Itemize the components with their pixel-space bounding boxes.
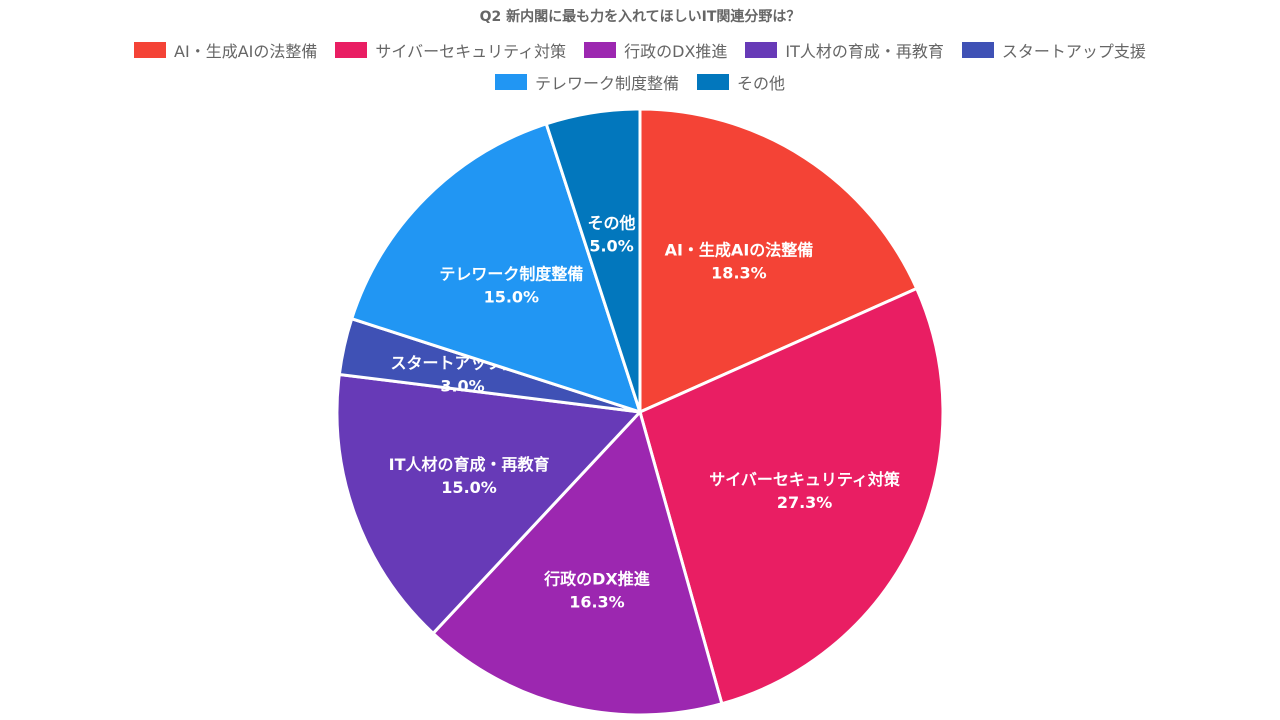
legend-swatch bbox=[697, 74, 729, 90]
pie-slice[interactable] bbox=[335, 372, 644, 636]
legend-label: その他 bbox=[737, 74, 786, 93]
pie-slice[interactable] bbox=[638, 286, 945, 706]
legend-item[interactable]: IT人材の育成・再教育 bbox=[745, 40, 944, 61]
legend-item[interactable]: AI・生成AIの法整備 bbox=[134, 40, 318, 61]
legend-swatch bbox=[134, 42, 167, 58]
slice-data-label: AI・生成AIの法整備 18.3% bbox=[665, 240, 814, 282]
legend-item[interactable]: テレワーク制度整備 bbox=[494, 72, 679, 93]
legend-label: サイバーセキュリティ対策 bbox=[375, 42, 567, 61]
legend-swatch bbox=[961, 42, 994, 58]
legend-swatch bbox=[584, 42, 617, 58]
legend-swatch bbox=[494, 74, 527, 90]
legend-item[interactable]: 行政のDX推進 bbox=[584, 40, 728, 61]
chart-legend: AI・生成AIの法整備 サイバーセキュリティ対策 行政のDX推進 IT人材の育成・再教… bbox=[80, 40, 1200, 93]
slice-data-label: サイバーセキュリティ対策 27.3% bbox=[709, 470, 901, 512]
pie-slice[interactable] bbox=[349, 121, 643, 415]
legend-swatch bbox=[745, 42, 778, 58]
legend-label: IT人材の育成・再教育 bbox=[785, 42, 944, 61]
slice-data-label: テレワーク制度整備 15.0% bbox=[439, 265, 583, 307]
legend-item[interactable]: サイバーセキュリティ対策 bbox=[335, 40, 567, 61]
legend-label: 行政のDX推進 bbox=[624, 42, 728, 61]
pie-slice[interactable] bbox=[430, 409, 724, 717]
legend-label: AI・生成AIの法整備 bbox=[174, 42, 318, 61]
chart-title: Q2 新内閣に最も力を入れてほしいIT関連分野は？ bbox=[479, 9, 801, 25]
pie-slice[interactable] bbox=[544, 107, 642, 413]
slice-data-label: その他 5.0% bbox=[588, 213, 636, 255]
legend-swatch bbox=[335, 42, 368, 58]
legend-label: スタートアップ支援 bbox=[1001, 42, 1146, 61]
slice-data-label: IT人材の育成・再教育 15.0% bbox=[389, 455, 550, 497]
slice-data-label: 行政のDX推進 16.3% bbox=[543, 570, 650, 612]
pie-slice[interactable] bbox=[638, 107, 919, 415]
legend-label: テレワーク制度整備 bbox=[534, 74, 679, 93]
legend-item[interactable]: その他 bbox=[697, 72, 786, 93]
legend-item[interactable]: スタートアップ支援 bbox=[961, 40, 1146, 61]
